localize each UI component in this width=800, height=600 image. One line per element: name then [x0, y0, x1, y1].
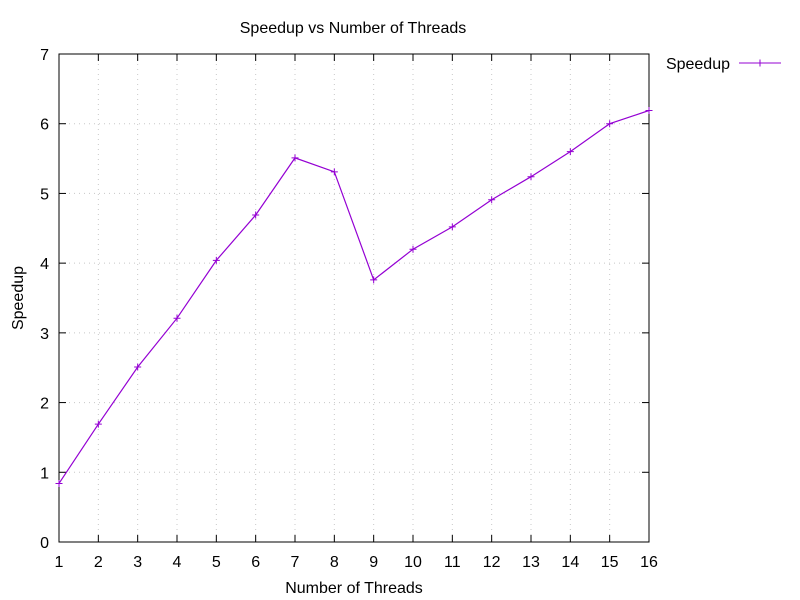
data-point: [409, 245, 417, 253]
data-point: [252, 211, 260, 219]
x-tick-label: 1: [55, 554, 64, 571]
data-point: [606, 120, 614, 128]
legend-marker-glyph: [756, 59, 764, 67]
x-tick-labels: 1 2 3 4 5 6 7 8 9 10 11 12 13 14 15 16: [55, 554, 658, 571]
x-tick-label: 6: [251, 554, 260, 571]
data-point: [173, 314, 181, 322]
x-tick-label: 16: [640, 554, 658, 571]
x-tick-label: 15: [601, 554, 619, 571]
x-tick-label: 5: [212, 554, 221, 571]
data-point: [370, 276, 378, 284]
x-tick-label: 7: [291, 554, 300, 571]
x-tick-label: 9: [369, 554, 378, 571]
x-tick-label: 10: [404, 554, 422, 571]
x-tick-label: 2: [94, 554, 103, 571]
data-point: [566, 148, 574, 156]
x-tick-label: 13: [522, 554, 540, 571]
data-point: [645, 106, 653, 114]
axis-ticks: [58, 53, 650, 543]
y-tick-label: 1: [40, 465, 49, 482]
data-point: [94, 420, 102, 428]
y-tick-label: 3: [40, 326, 49, 343]
y-tick-label: 6: [40, 117, 49, 134]
y-tick-label: 0: [40, 535, 49, 552]
data-point: [291, 154, 299, 162]
y-tick-label: 7: [40, 47, 49, 64]
y-tick-label: 4: [40, 256, 49, 273]
y-tick-label: 2: [40, 396, 49, 413]
x-tick-label: 8: [330, 554, 339, 571]
grid: [59, 54, 649, 542]
data-point: [527, 173, 535, 181]
legend-label: Speedup: [666, 56, 730, 73]
x-tick-label: 14: [561, 554, 579, 571]
x-tick-label: 12: [483, 554, 501, 571]
plot-frame: [58, 53, 650, 543]
series: [55, 106, 653, 487]
data-point: [55, 479, 63, 487]
legend: Speedup: [666, 56, 781, 73]
series-line: [58, 109, 650, 484]
data-point: [448, 223, 456, 231]
x-tick-label: 3: [133, 554, 142, 571]
y-tick-labels: 0 1 2 3 4 5 6 7: [40, 47, 49, 552]
data-point: [134, 363, 142, 371]
data-point: [330, 168, 338, 176]
y-axis-label: Speedup: [10, 266, 27, 330]
x-axis-label: Number of Threads: [285, 580, 423, 597]
data-point: [488, 196, 496, 204]
x-tick-label: 11: [444, 554, 461, 571]
legend-marker: [756, 59, 764, 67]
x-tick-label: 4: [173, 554, 182, 571]
data-point: [212, 256, 220, 264]
chart-title: Speedup vs Number of Threads: [240, 20, 467, 37]
y-tick-label: 5: [40, 186, 49, 203]
